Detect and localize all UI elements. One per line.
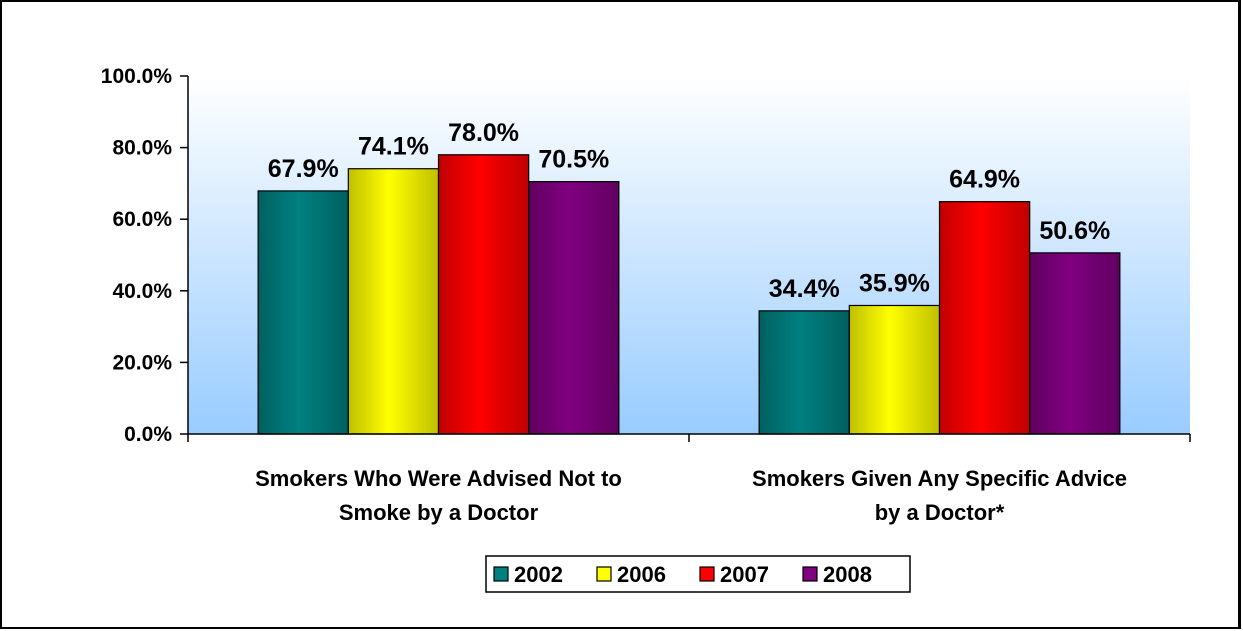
x-category-label: by a Doctor* [875, 500, 1005, 525]
legend-swatch [493, 566, 509, 582]
y-tick-label: 20.0% [112, 351, 172, 374]
data-label: 50.6% [1039, 217, 1110, 245]
bar-shading [438, 154, 529, 434]
legend-box [485, 555, 911, 593]
legend-label: 2002 [514, 562, 563, 587]
legend-swatch [699, 566, 715, 582]
x-category-label: Smoke by a Doctor [339, 500, 539, 525]
legend-label: 2006 [617, 562, 666, 587]
data-label: 35.9% [859, 269, 930, 297]
y-tick-label: 40.0% [112, 280, 172, 303]
bar-shading [759, 310, 850, 434]
legend: 2002 2006 2007 2008 [485, 555, 911, 593]
data-label: 67.9% [268, 155, 339, 183]
bar-shading [258, 190, 349, 434]
legend-label: 2008 [823, 562, 872, 587]
bar-shading [348, 168, 439, 435]
legend-label: 2007 [720, 562, 769, 587]
bar-shading [939, 201, 1030, 434]
bar-shading [1029, 252, 1120, 434]
bar-shading [528, 181, 619, 434]
x-category-label: Smokers Given Any Specific Advice [752, 466, 1127, 491]
legend-swatch [596, 566, 612, 582]
data-label: 34.4% [769, 275, 840, 303]
bar-shading [849, 305, 940, 434]
y-tick-label: 60.0% [112, 208, 172, 231]
x-category-label: Smokers Who Were Advised Not to [255, 466, 622, 491]
data-label: 74.1% [358, 133, 429, 161]
y-tick-label: 0.0% [124, 423, 172, 446]
legend-swatch [802, 566, 818, 582]
y-tick-label: 80.0% [112, 137, 172, 160]
data-label: 64.9% [949, 166, 1020, 194]
data-label: 70.5% [538, 146, 609, 174]
y-tick-label: 100.0% [101, 65, 173, 88]
data-label: 78.0% [448, 119, 519, 147]
